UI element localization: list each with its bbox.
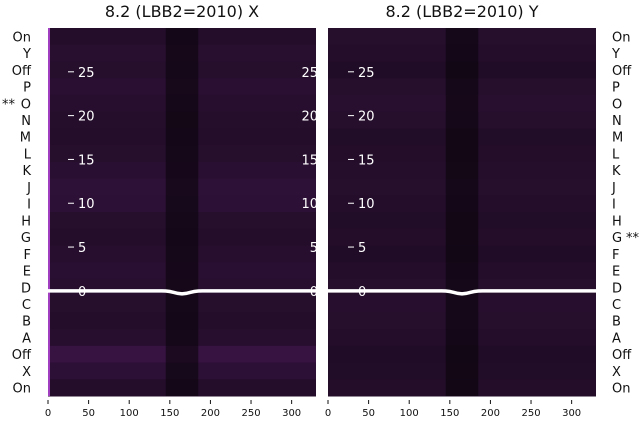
overlay-ytick-label-right: 10 bbox=[301, 197, 318, 212]
xtick-label: 250 bbox=[521, 408, 540, 419]
xtick-label: 300 bbox=[282, 408, 301, 419]
row-label: E bbox=[612, 265, 620, 280]
right-heatmap-panel: 8.2 (LBB2=2010) Y 0 5 10 15 20 250 50 100 150 200… bbox=[325, 2, 640, 419]
xtick-label: 300 bbox=[562, 408, 581, 419]
xtick-label: 150 bbox=[440, 408, 459, 419]
row-label: H bbox=[21, 214, 31, 229]
row-label: Off bbox=[12, 64, 32, 79]
row-label: J bbox=[26, 181, 31, 196]
row-label: M bbox=[612, 131, 623, 146]
row-label: K bbox=[612, 164, 621, 179]
row-label: X bbox=[612, 365, 621, 380]
row-label: C bbox=[22, 298, 31, 313]
row-label: L bbox=[24, 147, 32, 162]
row-label: N bbox=[612, 114, 622, 129]
row-label: I bbox=[612, 198, 616, 213]
row-label: L bbox=[612, 147, 620, 162]
row-label: O bbox=[21, 97, 31, 112]
row-label: Off bbox=[12, 348, 32, 363]
left-chart-title: 8.2 (LBB2=2010) X bbox=[105, 2, 259, 21]
row-label: M bbox=[20, 131, 31, 146]
row-label: F bbox=[24, 248, 31, 263]
row-label: Off bbox=[612, 348, 632, 363]
xtick-label: 200 bbox=[481, 408, 500, 419]
white-trace-line bbox=[326, 289, 596, 296]
row-label: H bbox=[612, 214, 622, 229]
overlay-ytick-label: 25 bbox=[358, 66, 375, 81]
xtick-label: 50 bbox=[82, 408, 95, 419]
dark-band bbox=[165, 28, 199, 396]
overlay-ytick-label: 20 bbox=[78, 110, 95, 125]
overlay-ytick-label-right: 25 bbox=[301, 66, 318, 81]
significance-marker: ** bbox=[2, 97, 16, 112]
overlay-ytick-label: 10 bbox=[358, 197, 375, 212]
row-label: B bbox=[22, 315, 31, 330]
right-chart-title: 8.2 (LBB2=2010) Y bbox=[385, 2, 538, 21]
xtick-label: 200 bbox=[201, 408, 220, 419]
row-label: C bbox=[612, 298, 621, 313]
row-label: G bbox=[612, 231, 622, 246]
xtick-label: 150 bbox=[160, 408, 179, 419]
row-label: D bbox=[21, 281, 31, 296]
xtick-label: 250 bbox=[241, 408, 260, 419]
xtick-label: 0 bbox=[45, 408, 51, 419]
row-label: B bbox=[612, 315, 621, 330]
overlay-ytick-label: 25 bbox=[78, 66, 95, 81]
dark-band bbox=[445, 28, 479, 396]
overlay-ytick-label: 20 bbox=[358, 110, 375, 125]
row-label: G bbox=[21, 231, 31, 246]
row-label: On bbox=[612, 30, 630, 45]
overlay-ytick-label-right: 15 bbox=[301, 153, 318, 168]
row-label: X bbox=[22, 365, 31, 380]
row-label: On bbox=[13, 382, 31, 397]
row-label: K bbox=[22, 164, 31, 179]
significance-marker: ** bbox=[626, 231, 640, 246]
overlay-ytick-label: 5 bbox=[78, 241, 86, 256]
overlay-ytick-label: 15 bbox=[358, 153, 375, 168]
row-label: Y bbox=[22, 47, 31, 62]
white-trace-line bbox=[46, 289, 316, 296]
xtick-label: 50 bbox=[362, 408, 375, 419]
row-label: F bbox=[612, 248, 619, 263]
overlay-ytick-label: 5 bbox=[358, 241, 366, 256]
overlay-ytick-label-right: 20 bbox=[301, 110, 318, 125]
row-label: E bbox=[23, 265, 31, 280]
xtick-label: 100 bbox=[400, 408, 419, 419]
row-label: P bbox=[612, 81, 620, 96]
xtick-label: 100 bbox=[120, 408, 139, 419]
row-label: On bbox=[13, 30, 31, 45]
row-label: O bbox=[612, 97, 622, 112]
row-label: Y bbox=[611, 47, 620, 62]
row-label: Off bbox=[612, 64, 632, 79]
overlay-ytick-label: 15 bbox=[78, 153, 95, 168]
heatmap-edge bbox=[48, 28, 50, 396]
overlay-ytick-label-right: 5 bbox=[310, 241, 318, 256]
row-label: P bbox=[23, 81, 31, 96]
xtick-label: 0 bbox=[325, 408, 331, 419]
row-label: A bbox=[22, 331, 31, 346]
overlay-ytick-label: 10 bbox=[78, 197, 95, 212]
row-label: N bbox=[21, 114, 31, 129]
row-label: On bbox=[612, 382, 630, 397]
row-label: J bbox=[611, 181, 616, 196]
row-label: A bbox=[612, 331, 621, 346]
row-label: D bbox=[612, 281, 622, 296]
row-label: I bbox=[27, 198, 31, 213]
